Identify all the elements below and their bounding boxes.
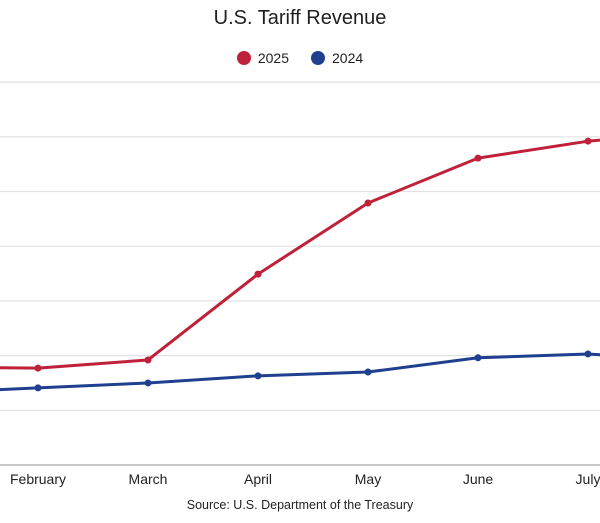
legend-item-2025[interactable]: 2025 [236, 50, 289, 66]
data-point-2024-june[interactable] [474, 354, 482, 362]
chart-title: U.S. Tariff Revenue [213, 7, 387, 29]
series-line-2025 [0, 138, 600, 370]
legend-label-2025: 2025 [257, 50, 289, 66]
data-point-2024-february[interactable] [34, 384, 42, 392]
data-point-2025-april[interactable] [254, 270, 262, 278]
legend-label-2024: 2024 [332, 50, 364, 66]
data-point-2024-march[interactable] [144, 379, 152, 387]
data-point-2025-february[interactable] [34, 364, 42, 372]
x-tick-label: February [10, 471, 66, 487]
x-tick-label: July [576, 471, 600, 487]
data-point-2025-june[interactable] [474, 154, 482, 162]
x-tick-label: March [129, 471, 168, 487]
legend-marker-2024 [311, 51, 325, 65]
data-point-2025-march[interactable] [144, 356, 152, 364]
data-point-2025-july[interactable] [584, 137, 592, 145]
x-tick-label: April [244, 471, 272, 487]
chart-legend: 2025 2024 [0, 50, 600, 66]
legend-marker-2025 [236, 51, 251, 65]
data-point-2024-july[interactable] [584, 350, 592, 358]
data-point-2024-april[interactable] [254, 372, 262, 380]
chart-source-note: Source: U.S. Department of the Treasury [186, 498, 414, 512]
x-tick-label: June [463, 471, 494, 487]
data-point-2025-may[interactable] [364, 199, 372, 207]
x-tick-label: May [355, 471, 381, 487]
legend-item-2024[interactable]: 2024 [311, 50, 363, 66]
series-line-2024 [0, 352, 600, 392]
data-point-2024-may[interactable] [364, 368, 372, 376]
